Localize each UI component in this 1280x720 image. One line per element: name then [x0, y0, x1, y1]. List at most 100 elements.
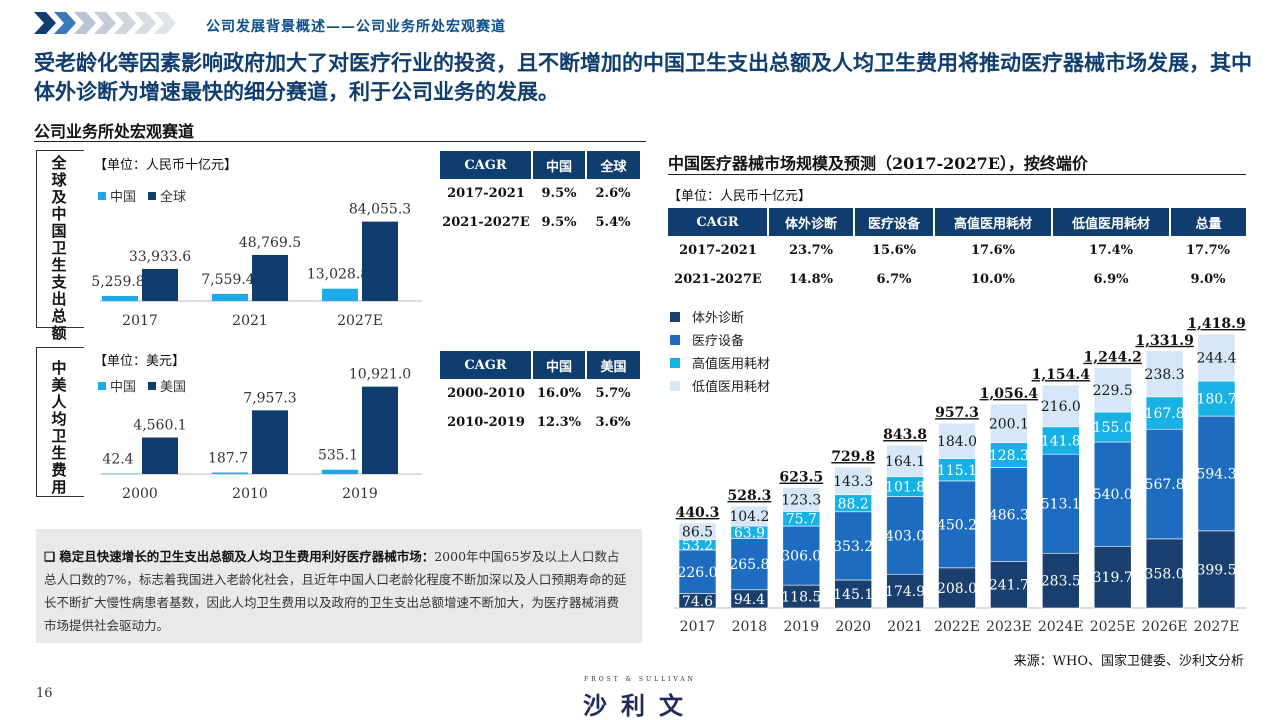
- table-cell: 2000-2010: [447, 386, 525, 401]
- data-label: 10,921.0: [349, 367, 411, 383]
- bar-segment: [834, 466, 872, 496]
- bar-segment: [1041, 453, 1080, 554]
- legend-item-high-value: 高值医用耗材: [670, 351, 770, 374]
- bar: [362, 221, 398, 301]
- legend-swatch: [98, 191, 106, 200]
- segment-label: 143.3: [833, 474, 873, 490]
- x-tick-label: 2017: [122, 313, 158, 329]
- segment-label: 216.0: [1041, 399, 1081, 415]
- section-divider: [34, 141, 646, 142]
- segment-label: 319.7: [1093, 570, 1133, 586]
- health-expenditure-total-chart: 5,259.8 33,933.6 2017 7,559.4 48,769.5 2021 13…: [92, 202, 422, 329]
- bar: [322, 288, 358, 301]
- table-row: 2017-2021 9.5% 2.6%: [440, 179, 640, 208]
- legend-item-low-value: 低值医用耗材: [670, 374, 770, 397]
- x-tick-label: 2000: [122, 486, 158, 502]
- bar-segment: [938, 567, 976, 609]
- segment-label: 63.9: [734, 525, 765, 541]
- bar-segment: [730, 505, 769, 527]
- table-cell: 16.0%: [536, 386, 581, 401]
- medical-device-market-chart: 74.6226.053.286.5440.3201794.4265.863.91…: [674, 316, 1246, 635]
- bar-segment: [1093, 367, 1132, 413]
- note-bullet-icon: ❑: [44, 549, 56, 564]
- segment-label: 155.0: [1093, 420, 1133, 436]
- legend-label: 美国: [160, 380, 187, 395]
- legend-swatch: [670, 357, 680, 368]
- legend-swatch: [670, 334, 680, 345]
- bar-segment: [938, 422, 976, 459]
- data-label: 84,055.3: [349, 202, 411, 218]
- bar: [212, 293, 248, 301]
- cagr-header: 总量: [1170, 208, 1246, 236]
- table-cell: 17.4%: [1088, 243, 1133, 258]
- bar-segment: [834, 579, 872, 609]
- segment-label: 306.0: [781, 549, 821, 565]
- segment-label: 167.8: [1145, 406, 1185, 422]
- page-headline: 受老龄化等因素影响政府加大了对医疗行业的投资，且不断增加的中国卫生支出总额及人均…: [34, 50, 1252, 104]
- market-chart-unit: 【单位：人民币十亿元】: [668, 189, 812, 204]
- table-cell: 6.9%: [1093, 272, 1129, 287]
- table-cell: 2010-2019: [447, 415, 525, 430]
- panel1-unit: 【单位：人民币十亿元】: [94, 158, 238, 173]
- table-cell: 17.7%: [1185, 243, 1230, 258]
- logo-en: FROST & SULLIVAN: [584, 676, 696, 683]
- segment-label: 184.0: [937, 434, 977, 450]
- total-label: 729.8: [831, 449, 875, 465]
- bar-segment: [782, 487, 821, 512]
- table-cell: 9.5%: [541, 215, 577, 230]
- market-chart-title: 中国医疗器械市场规模及预测（2017-2027E），按终端价: [668, 154, 1088, 173]
- segment-label: 115.1: [937, 463, 977, 479]
- bar-segment: [1197, 333, 1236, 382]
- cagr-table-per-capita: CAGR 中国 美国 2000-2010 16.0% 5.7% 2010-2019 1…: [440, 351, 640, 437]
- x-tick-label: 2027E: [1194, 619, 1240, 635]
- x-tick-label: 2010: [232, 486, 268, 502]
- segment-label: 208.0: [937, 581, 977, 597]
- table-cell: 6.7%: [876, 272, 912, 287]
- table-cell: 23.7%: [788, 243, 833, 258]
- segment-label: 226.0: [677, 565, 717, 581]
- legend-item-ivd: 体外诊断: [670, 305, 770, 328]
- segment-label: 53.2: [682, 538, 713, 554]
- total-label: 843.8: [883, 427, 927, 443]
- legend-swatch: [148, 381, 157, 390]
- total-label: 623.5: [779, 470, 823, 486]
- bar-segment: [990, 561, 1028, 609]
- x-tick-label: 2021: [232, 313, 268, 329]
- bar: [252, 410, 288, 474]
- legend-item-china: 中国: [98, 186, 136, 205]
- market-title-divider: [668, 174, 1246, 175]
- table-cell: 12.3%: [536, 415, 581, 430]
- table-cell: 2021-2027E: [674, 272, 762, 287]
- segment-label: 244.4: [1196, 351, 1236, 367]
- legend-swatch: [98, 381, 106, 390]
- note-box: ❑ 稳定且快速增长的卫生支出总额及人均卫生费用利好医疗器械市场：2000年中国6…: [36, 529, 642, 643]
- segment-label: 180.7: [1196, 392, 1236, 408]
- segment-label: 241.7: [989, 578, 1029, 594]
- bar-segment: [730, 538, 769, 591]
- total-label: 957.3: [935, 405, 979, 421]
- table-cell: 15.6%: [871, 243, 916, 258]
- table-cell: 2017-2021: [447, 186, 525, 201]
- bar-segment: [678, 549, 717, 594]
- bar: [322, 469, 358, 474]
- cagr-header: 中国: [532, 151, 587, 179]
- bar-segment: [938, 480, 976, 569]
- legend-item-global: 全球: [148, 186, 186, 205]
- data-label: 48,769.5: [239, 235, 301, 251]
- segment-label: 164.1: [885, 454, 925, 470]
- total-label: 1,056.4: [980, 386, 1039, 402]
- total-label: 1,418.9: [1187, 316, 1245, 332]
- segment-label: 567.8: [1145, 477, 1185, 493]
- table-cell: 2021-2027E: [442, 215, 530, 230]
- logo-cn: 沙利文: [583, 691, 697, 720]
- bar: [142, 437, 178, 474]
- legend-swatch: [670, 380, 680, 391]
- x-tick-label: 2019: [783, 619, 819, 635]
- cagr-header: 高值医用耗材: [934, 208, 1053, 236]
- data-label: 5,259.8: [92, 274, 145, 290]
- cagr-header: CAGR: [440, 351, 533, 379]
- note-body: 2000年中国65岁及以上人口数占总人口数的7%，标志着我国进入老龄化社会，且近…: [44, 549, 627, 633]
- data-label: 7,559.4: [201, 272, 255, 288]
- data-label: 4,560.1: [133, 418, 186, 434]
- x-tick-label: 2021: [887, 619, 923, 635]
